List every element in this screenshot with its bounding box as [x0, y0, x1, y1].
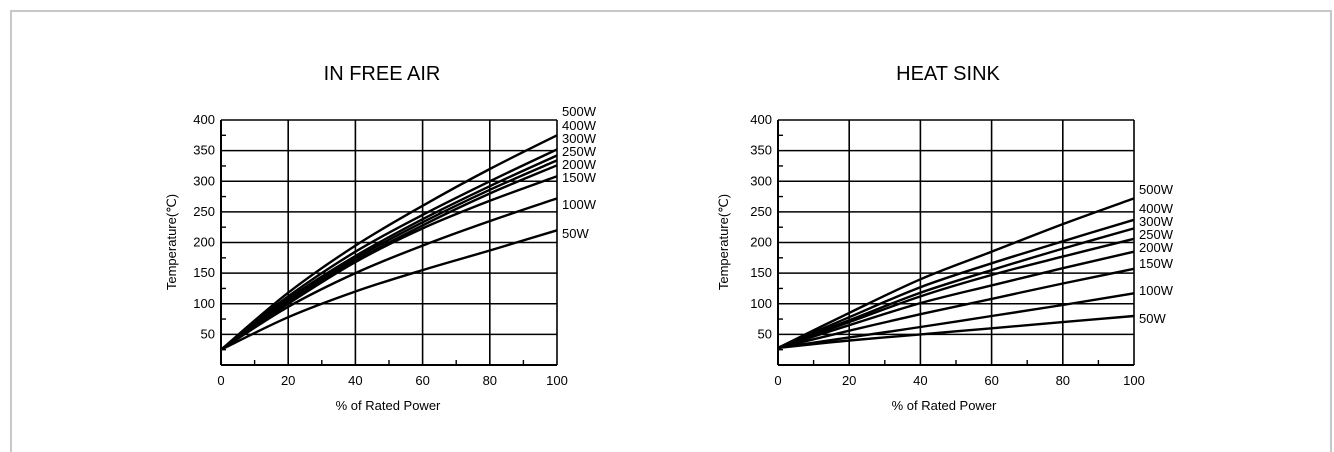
- x-tick-label: 60: [984, 373, 998, 388]
- series-label-250w: 250W: [1139, 227, 1174, 242]
- y-axis-title: Temperature(℃): [164, 194, 179, 290]
- series-label-100w: 100W: [562, 197, 597, 212]
- y-tick-label: 250: [193, 204, 215, 219]
- series-label-300w: 300W: [562, 131, 597, 146]
- x-axis-title: % of Rated Power: [892, 398, 997, 413]
- x-tick-label: 100: [1123, 373, 1145, 388]
- chart-in-free-air: IN FREE AIR % of Rated Power Temperature…: [164, 63, 597, 413]
- series-label-100w: 100W: [1139, 283, 1174, 298]
- series-line-400w: [777, 218, 1135, 349]
- x-tick-label: 0: [774, 373, 781, 388]
- y-tick-label: 400: [193, 112, 215, 127]
- x-tick-label: 60: [415, 373, 429, 388]
- y-tick-label: 50: [758, 326, 772, 341]
- series-label-200w: 200W: [1139, 240, 1174, 255]
- series-line-200w: [220, 164, 558, 351]
- series-line-250w: [777, 237, 1135, 350]
- series-line-500w: [220, 134, 558, 351]
- chart-title: HEAT SINK: [896, 63, 1000, 85]
- series-label-500w: 500W: [1139, 182, 1174, 197]
- y-tick-label: 150: [193, 265, 215, 280]
- y-tick-label: 350: [193, 143, 215, 158]
- series-label-300w: 300W: [1139, 214, 1174, 229]
- x-tick-label: 80: [1056, 373, 1070, 388]
- y-tick-label: 250: [750, 204, 772, 219]
- x-tick-label: 80: [483, 373, 497, 388]
- y-tick-label: 150: [750, 265, 772, 280]
- y-tick-label: 300: [193, 173, 215, 188]
- y-tick-label: 400: [750, 112, 772, 127]
- series-line-150w: [220, 175, 558, 351]
- series-line-50w: [777, 314, 1135, 350]
- series-label-400w: 400W: [562, 118, 597, 133]
- series-label-150w: 150W: [562, 170, 597, 185]
- series-label-500w: 500W: [562, 104, 597, 119]
- series-line-100w: [777, 292, 1135, 350]
- series-line-250w: [220, 159, 558, 351]
- chart-title: IN FREE AIR: [324, 63, 441, 85]
- series-line-100w: [220, 197, 558, 351]
- y-tick-label: 200: [193, 235, 215, 250]
- x-tick-label: 40: [913, 373, 927, 388]
- x-tick-label: 0: [217, 373, 224, 388]
- y-tick-label: 50: [201, 326, 215, 341]
- series-label-50w: 50W: [1139, 311, 1166, 326]
- page-frame: [10, 10, 1332, 452]
- series-line-300w: [220, 154, 558, 351]
- series-line-50w: [220, 229, 558, 351]
- y-tick-label: 100: [193, 296, 215, 311]
- y-axis-title: Temperature(℃): [716, 194, 731, 290]
- x-tick-label: 20: [842, 373, 856, 388]
- y-tick-label: 200: [750, 235, 772, 250]
- series-label-250w: 250W: [562, 144, 597, 159]
- chart-heat-sink: HEAT SINK % of Rated Power Temperature(℃…: [716, 63, 1174, 413]
- series-line-150w: [777, 267, 1135, 350]
- y-tick-label: 300: [750, 173, 772, 188]
- y-tick-label: 350: [750, 143, 772, 158]
- y-tick-label: 100: [750, 296, 772, 311]
- series-line-300w: [777, 227, 1135, 350]
- x-axis-title: % of Rated Power: [336, 398, 441, 413]
- series-label-150w: 150W: [1139, 256, 1174, 271]
- series-line-500w: [777, 197, 1135, 349]
- x-tick-label: 100: [546, 373, 568, 388]
- series-label-400w: 400W: [1139, 201, 1174, 216]
- series-line-400w: [220, 148, 558, 351]
- series-line-200w: [777, 250, 1135, 350]
- x-tick-label: 40: [348, 373, 362, 388]
- series-label-200w: 200W: [562, 157, 597, 172]
- series-label-50w: 50W: [562, 226, 589, 241]
- x-tick-label: 20: [281, 373, 295, 388]
